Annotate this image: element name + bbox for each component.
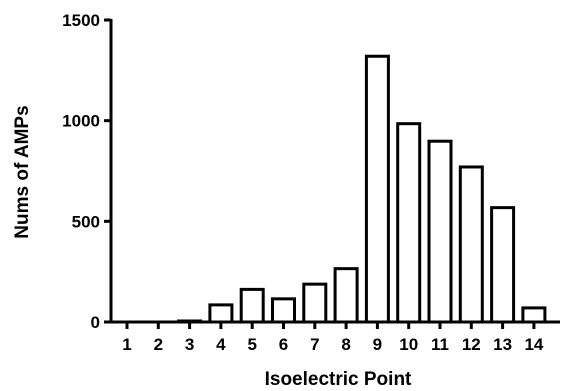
x-tick-label-14: 14 bbox=[524, 335, 543, 354]
x-tick-label-6: 6 bbox=[279, 335, 288, 354]
x-tick-label-11: 11 bbox=[431, 335, 449, 354]
x-tick-label-9: 9 bbox=[373, 335, 382, 354]
y-axis-title: Nums of AMPs bbox=[12, 105, 33, 238]
bar-6 bbox=[271, 297, 296, 324]
bar-13 bbox=[490, 206, 516, 324]
x-tick-label-10: 10 bbox=[399, 335, 418, 354]
x-tick-label-7: 7 bbox=[310, 335, 319, 354]
x-tick-label-12: 12 bbox=[462, 335, 481, 354]
x-axis-title: Isoelectric Point bbox=[265, 369, 412, 390]
y-tick-label-500: 500 bbox=[72, 212, 100, 231]
x-tick-label-1: 1 bbox=[122, 335, 131, 354]
y-axis: 0 500 1000 1500 bbox=[62, 11, 113, 332]
bar-10 bbox=[396, 122, 422, 324]
bar-14 bbox=[521, 306, 547, 324]
x-tick-label-5: 5 bbox=[247, 335, 256, 354]
x-tick-label-4: 4 bbox=[216, 335, 226, 354]
x-tick-label-8: 8 bbox=[341, 335, 350, 354]
bar-12 bbox=[458, 165, 484, 324]
x-axis: 1 2 3 4 5 6 7 8 9 10 11 12 13 14 bbox=[109, 320, 560, 354]
bar-8 bbox=[333, 267, 359, 324]
bar-5 bbox=[239, 287, 265, 324]
y-tick-label-0: 0 bbox=[91, 313, 100, 332]
bar-7 bbox=[302, 282, 328, 324]
bar-11 bbox=[427, 139, 453, 324]
bar-4 bbox=[208, 303, 234, 324]
bar-9 bbox=[364, 54, 390, 324]
y-tick-label-1500: 1500 bbox=[62, 11, 100, 30]
x-tick-label-2: 2 bbox=[154, 335, 163, 354]
y-tick-label-1000: 1000 bbox=[62, 112, 100, 131]
bars-group bbox=[177, 54, 547, 324]
x-tick-label-3: 3 bbox=[185, 335, 194, 354]
x-tick-label-13: 13 bbox=[493, 335, 512, 354]
